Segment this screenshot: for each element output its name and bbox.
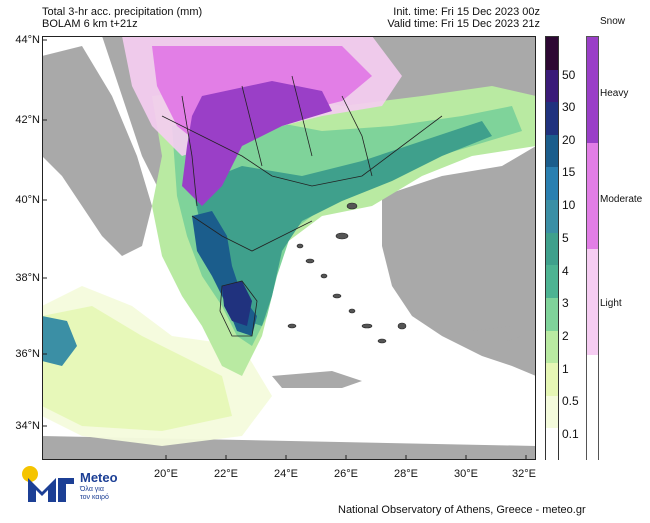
land-cyprus	[472, 326, 522, 346]
snow-colorbar-segment	[587, 355, 598, 461]
colorbar-segment	[546, 265, 558, 298]
colorbar-segment	[546, 330, 558, 364]
colorbar-segment	[546, 363, 558, 396]
lat-tick-38: 38°N	[15, 272, 40, 284]
snow-colorbar	[586, 36, 599, 461]
colorbar-segment	[546, 37, 558, 70]
map-title-line2: BOLAM 6 km t+21z	[42, 18, 138, 30]
lat-tick-34: 34°N	[15, 420, 40, 432]
meteo-logo	[18, 464, 128, 504]
colorbar-segment	[546, 69, 558, 103]
meteo-logo-icon	[22, 466, 74, 502]
lon-tick-30: 30°E	[454, 468, 478, 480]
land-italy	[42, 46, 152, 256]
snow-heavy	[182, 81, 332, 206]
lat-tick-36: 36°N	[15, 348, 40, 360]
colorbar-segment	[546, 102, 558, 135]
cbar-label-0.1: 0.1	[562, 427, 579, 441]
snow-colorbar-segment	[587, 37, 598, 143]
precipitation-map	[42, 36, 536, 460]
colorbar-segment	[546, 428, 558, 461]
lat-tick-44: 44°N	[15, 34, 40, 46]
colorbar-segment	[546, 200, 558, 233]
land-crete	[272, 371, 362, 388]
valid-time: Valid time: Fri 15 Dec 2023 21z	[387, 18, 540, 30]
map-title: Total 3-hr acc. precipitation (mm) BOLAM…	[42, 6, 202, 30]
cbar-label-2: 2	[562, 329, 569, 343]
colorbar-segment	[546, 167, 558, 201]
cbar-label-5: 5	[562, 231, 569, 245]
colorbar-segment	[546, 297, 558, 331]
precipitation-colorbar	[545, 36, 559, 461]
snow-label-heavy: Heavy	[600, 88, 629, 99]
credit-text: National Observatory of Athens, Greece -…	[338, 504, 586, 516]
colorbar-segment	[546, 395, 558, 429]
lon-tick-28: 28°E	[394, 468, 418, 480]
logo-tagline: Όλα για τον καιρό	[80, 486, 109, 502]
lon-tick-22: 22°E	[214, 468, 238, 480]
colorbar-segment	[546, 232, 558, 266]
precip-west-sea	[42, 316, 77, 366]
snow-colorbar-segment	[587, 143, 598, 249]
cbar-label-3: 3	[562, 296, 569, 310]
time-info: Init. time: Fri 15 Dec 2023 00z Valid ti…	[387, 6, 540, 30]
init-time: Init. time: Fri 15 Dec 2023 00z	[393, 6, 540, 18]
lat-tick-42: 42°N	[15, 114, 40, 126]
cbar-label-4: 4	[562, 264, 569, 278]
cbar-label-10: 10	[562, 198, 576, 212]
logo-tagline-line1: Όλα για	[80, 486, 104, 493]
logo-name: Meteo	[80, 470, 118, 485]
map-frame	[42, 36, 536, 460]
lon-tick-20: 20°E	[154, 468, 178, 480]
map-svg	[42, 36, 536, 460]
logo-tagline-line2: τον καιρό	[80, 494, 109, 501]
precip-peloponnese-core	[222, 281, 252, 326]
cbar-label-20: 20	[562, 133, 576, 147]
lon-tick-24: 24°E	[274, 468, 298, 480]
colorbar-segment	[546, 134, 558, 168]
snow-colorbar-segment	[587, 249, 598, 355]
borders	[161, 75, 443, 337]
cbar-label-1: 1	[562, 362, 569, 376]
cbar-label-15: 15	[562, 165, 576, 179]
lat-tick-40: 40°N	[15, 194, 40, 206]
precip-light-green	[42, 306, 232, 431]
aegean-islands	[287, 202, 407, 344]
cbar-label-50: 50	[562, 68, 576, 82]
lon-tick-32: 32°E	[512, 468, 536, 480]
lon-tick-26: 26°E	[334, 468, 358, 480]
cbar-label-0.5: 0.5	[562, 394, 579, 408]
cbar-label-30: 30	[562, 100, 576, 114]
snow-legend-title: Snow	[600, 16, 626, 27]
snow-label-light: Light	[600, 298, 622, 309]
map-title-line1: Total 3-hr acc. precipitation (mm)	[42, 6, 203, 18]
snow-label-moderate: Moderate	[600, 194, 643, 205]
land-turkey	[382, 146, 536, 376]
